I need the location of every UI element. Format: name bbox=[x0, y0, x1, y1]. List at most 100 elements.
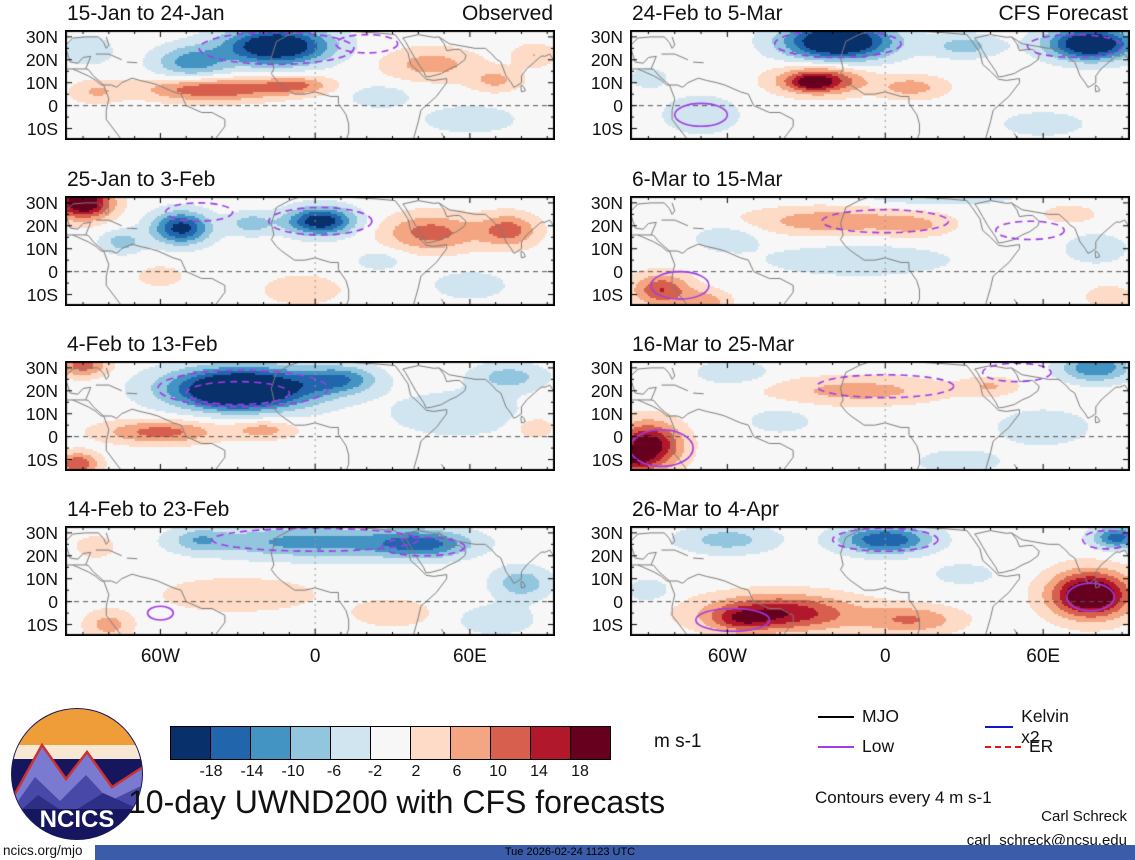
colorbar-tick-label: 2 bbox=[411, 763, 421, 780]
colorbar-cell bbox=[330, 726, 371, 760]
lat-tick-label: 20N bbox=[25, 380, 58, 401]
lat-tick-label: 10S bbox=[26, 449, 58, 470]
map-panel-observed-3: 4-Feb to 13-Feb 30N 20N 10N 0 10S bbox=[26, 333, 555, 471]
colorbar-tick-label: -10 bbox=[281, 763, 305, 780]
x-axis-labels-right: 60W 0 60E bbox=[630, 646, 1130, 670]
lat-tick-label: 0 bbox=[48, 426, 58, 447]
lat-tick-label: 30N bbox=[25, 522, 58, 543]
colorbar-tick-label: 10 bbox=[489, 763, 507, 780]
author-email[interactable]: carl_schreck@ncsu.edu bbox=[966, 832, 1127, 849]
lat-tick-label: 0 bbox=[613, 591, 623, 612]
lat-tick-label: 10N bbox=[25, 403, 58, 424]
panel-title: 4-Feb to 13-Feb bbox=[67, 333, 218, 356]
map-canvas bbox=[65, 361, 555, 471]
map-canvas bbox=[630, 526, 1130, 636]
lat-tick-label: 30N bbox=[590, 522, 623, 543]
colorbar-tick-label: 18 bbox=[571, 763, 589, 780]
map-panel-forecast-2: 6-Mar to 15-Mar 30N 20N 10N 0 10S bbox=[591, 168, 1130, 306]
colorbar-labels: -18 -14 -10 -6 -2 2 6 10 14 18 bbox=[170, 763, 611, 785]
lat-tick-label: 20N bbox=[590, 49, 623, 70]
lat-tick-label: 10N bbox=[590, 72, 623, 93]
map-panel-forecast-4: 26-Mar to 4-Apr 30N 20N 10N 0 10S bbox=[591, 498, 1130, 636]
lat-tick-label: 10S bbox=[591, 614, 623, 635]
colorbar-cell bbox=[530, 726, 571, 760]
lat-tick-label: 10S bbox=[591, 284, 623, 305]
lat-tick-label: 30N bbox=[25, 192, 58, 213]
lat-tick-label: 0 bbox=[48, 95, 58, 116]
colorbar-cell bbox=[490, 726, 531, 760]
author-credit: Carl Schreck bbox=[1041, 808, 1127, 825]
map-canvas bbox=[630, 361, 1130, 471]
colorbar-tick-label: -6 bbox=[326, 763, 342, 780]
er-line-swatch bbox=[985, 745, 1021, 748]
colorbar-cell bbox=[570, 726, 611, 760]
figure-title: 10-day UWND200 with CFS forecasts bbox=[128, 784, 666, 820]
lon-tick-label: 60E bbox=[452, 646, 487, 667]
lat-tick-label: 10N bbox=[25, 238, 58, 259]
panel-title: 14-Feb to 23-Feb bbox=[67, 498, 230, 521]
lat-tick-label: 20N bbox=[25, 49, 58, 70]
map-canvas bbox=[65, 30, 555, 140]
lat-tick-label: 30N bbox=[590, 192, 623, 213]
lat-tick-label: 10S bbox=[591, 449, 623, 470]
legend-label-low: Low bbox=[862, 736, 895, 756]
x-axis-labels-left: 60W 0 60E bbox=[65, 646, 555, 670]
lat-tick-label: 0 bbox=[48, 261, 58, 282]
lat-tick-label: 0 bbox=[48, 591, 58, 612]
legend-label-er: ER bbox=[1029, 736, 1054, 756]
lat-tick-label: 10N bbox=[25, 72, 58, 93]
legend-label-kelvin: Kelvin x2 bbox=[1021, 706, 1069, 747]
footer-bar bbox=[95, 845, 1135, 860]
lat-tick-label: 10N bbox=[590, 403, 623, 424]
lat-tick-label: 10S bbox=[26, 614, 58, 635]
colorbar-cells bbox=[170, 726, 611, 760]
lat-tick-label: 20N bbox=[590, 545, 623, 566]
colorbar-cell bbox=[290, 726, 331, 760]
colorbar-cell bbox=[210, 726, 251, 760]
lat-tick-label: 30N bbox=[25, 357, 58, 378]
lat-tick-label: 30N bbox=[590, 357, 623, 378]
kelvin-line-swatch bbox=[985, 726, 1014, 728]
lat-tick-label: 10N bbox=[25, 568, 58, 589]
lat-tick-label: 20N bbox=[25, 545, 58, 566]
panel-title: 24-Feb to 5-Mar bbox=[632, 2, 783, 25]
map-canvas bbox=[65, 526, 555, 636]
contour-interval-note: Contours every 4 m s-1 bbox=[815, 788, 992, 807]
map-canvas bbox=[630, 196, 1130, 306]
colorbar-cell bbox=[250, 726, 291, 760]
lat-tick-label: 10S bbox=[26, 284, 58, 305]
panel-title: 16-Mar to 25-Mar bbox=[632, 333, 795, 356]
map-panel-observed-1: 15-Jan to 24-Jan Observed 30N 20N 10N 0 10S bbox=[26, 2, 555, 140]
colorbar-cell bbox=[170, 726, 211, 760]
ncics-logo: NCICS bbox=[8, 705, 146, 848]
lat-tick-label: 0 bbox=[613, 261, 623, 282]
panel-title: 6-Mar to 15-Mar bbox=[632, 168, 783, 191]
lon-tick-label: 60E bbox=[1026, 646, 1061, 667]
panel-title: 15-Jan to 24-Jan bbox=[67, 2, 225, 25]
site-link[interactable]: ncics.org/mjo bbox=[3, 843, 83, 858]
lon-tick-label: 0 bbox=[309, 646, 321, 667]
colorbar-cell bbox=[410, 726, 451, 760]
logo-text: NCICS bbox=[40, 806, 115, 833]
lat-tick-label: 10S bbox=[591, 118, 623, 139]
lat-tick-label: 20N bbox=[590, 215, 623, 236]
map-canvas bbox=[65, 196, 555, 306]
lat-tick-label: 10S bbox=[26, 118, 58, 139]
panel-title: 25-Jan to 3-Feb bbox=[67, 168, 216, 191]
lon-tick-label: 60W bbox=[707, 646, 747, 667]
lon-tick-label: 60W bbox=[140, 646, 180, 667]
lat-tick-label: 20N bbox=[590, 380, 623, 401]
lat-tick-label: 10N bbox=[590, 238, 623, 259]
colorbar-cell bbox=[370, 726, 411, 760]
timestamp: Tue 2026-02-24 1123 UTC bbox=[504, 846, 636, 858]
colorbar-unit-label: m s-1 bbox=[654, 731, 702, 752]
colorbar-tick-label: -2 bbox=[367, 763, 383, 780]
lat-tick-label: 0 bbox=[613, 95, 623, 116]
lat-tick-label: 10N bbox=[590, 568, 623, 589]
legend-label-mjo: MJO bbox=[862, 706, 899, 726]
lat-tick-label: 30N bbox=[590, 26, 623, 47]
map-panel-forecast-3: 16-Mar to 25-Mar 30N 20N 10N 0 10S bbox=[591, 333, 1130, 471]
map-panel-observed-4: 14-Feb to 23-Feb 30N 20N 10N 0 10S bbox=[26, 498, 555, 636]
map-panel-forecast-1: 24-Feb to 5-Mar CFS Forecast 30N 20N 10N 0 1… bbox=[591, 2, 1130, 140]
